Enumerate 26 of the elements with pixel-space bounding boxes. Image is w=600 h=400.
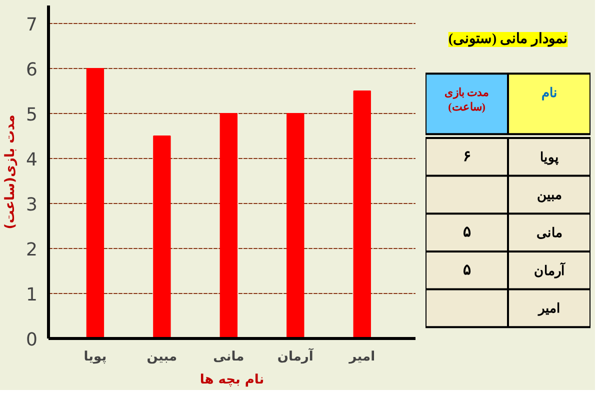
category-label: پویا: [540, 149, 559, 164]
text: مدت بازی (ساعت): [444, 86, 490, 114]
y-axis-title: مدت بازی(ساعت): [3, 114, 18, 230]
y-tick-label: 5: [26, 104, 38, 126]
y-tick-label: 6: [26, 60, 38, 80]
x-tick-label: آرمان: [277, 348, 314, 364]
category-label: امیر: [538, 300, 560, 316]
text: نام: [541, 85, 558, 102]
x-axis-title: نام بچه ها: [200, 372, 264, 388]
y-tick-label: 7: [26, 14, 38, 36]
y-tick-label: 0: [26, 330, 38, 350]
category-label: مانی: [536, 225, 562, 240]
y-tick-label: 4: [26, 150, 38, 170]
x-tick-label: پویا: [84, 350, 107, 364]
x-tick-label: مبین: [146, 350, 178, 364]
text: ۵: [462, 224, 471, 241]
y-tick-label: 2: [26, 240, 38, 260]
text: نمودار مانی (ستونی): [448, 32, 568, 48]
x-tick-label: مانی: [213, 350, 244, 364]
text: ۵: [462, 262, 471, 278]
y-tick-label: 3: [26, 194, 38, 216]
category-label: آرمان: [534, 262, 565, 278]
text: ۶: [462, 148, 471, 165]
y-tick-label: 1: [26, 284, 38, 306]
category-label: مبین: [536, 187, 562, 202]
x-tick-label: امیر: [348, 350, 376, 364]
